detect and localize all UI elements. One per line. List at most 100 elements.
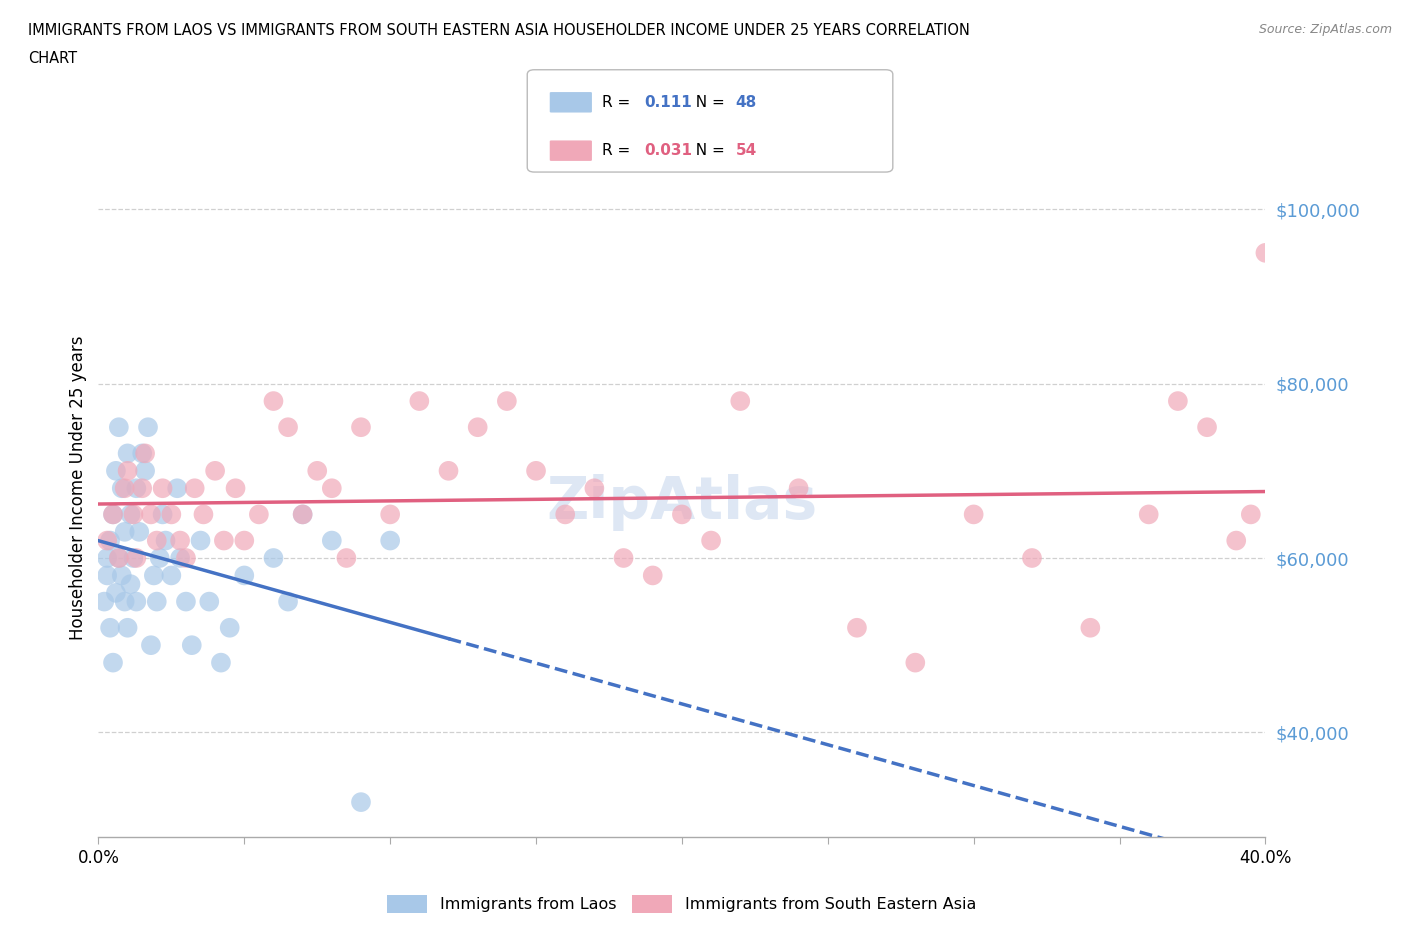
Point (524, 463, 547, 478)
Point (117, 620, 139, 635)
Point (114, 481, 136, 496)
Point (98, 533, 121, 548)
Point (96, 568, 118, 583)
Point (152, 507, 174, 522)
Point (350, 419, 373, 434)
Point (218, 620, 240, 635)
Point (193, 507, 215, 522)
Point (160, 507, 183, 522)
Point (1195, 419, 1218, 434)
Point (198, 594, 221, 609)
Point (212, 533, 235, 548)
Text: 48: 48 (735, 95, 756, 110)
Point (262, 393, 284, 408)
Point (904, 655, 927, 670)
Point (108, 551, 131, 565)
Point (146, 533, 169, 548)
Point (174, 551, 197, 565)
Point (204, 463, 226, 478)
Point (350, 794, 373, 809)
Point (101, 507, 124, 522)
Point (101, 655, 124, 670)
Point (146, 594, 169, 609)
Point (262, 551, 284, 565)
Point (101, 507, 124, 522)
Point (845, 620, 868, 635)
Point (93, 594, 115, 609)
Point (1080, 620, 1102, 635)
Text: CHART: CHART (28, 51, 77, 66)
Point (1240, 507, 1263, 522)
Point (98, 620, 121, 635)
Point (321, 481, 343, 496)
Point (104, 586, 127, 601)
Point (962, 507, 984, 522)
Point (291, 507, 314, 522)
Point (131, 445, 153, 460)
Point (1225, 533, 1247, 548)
Point (114, 594, 136, 609)
Point (1254, 246, 1277, 260)
Point (612, 551, 634, 565)
Point (166, 481, 188, 496)
Point (122, 551, 145, 565)
Point (190, 533, 212, 548)
Point (117, 463, 139, 478)
Point (307, 463, 329, 478)
Point (671, 507, 693, 522)
Point (169, 533, 191, 548)
Point (174, 594, 197, 609)
Point (583, 481, 606, 496)
Point (142, 568, 165, 583)
Point (233, 568, 256, 583)
Point (139, 638, 162, 653)
Text: N =: N = (686, 143, 730, 158)
Point (125, 551, 148, 565)
Point (335, 551, 357, 565)
Point (117, 445, 139, 460)
Text: ZipAtlas: ZipAtlas (547, 473, 817, 531)
Point (136, 419, 159, 434)
Point (183, 481, 205, 496)
Point (700, 533, 723, 548)
Point (437, 463, 460, 478)
Point (152, 481, 174, 496)
Point (247, 507, 270, 522)
Text: R =: R = (602, 95, 640, 110)
Point (1167, 393, 1189, 408)
Point (155, 533, 177, 548)
Text: Source: ZipAtlas.com: Source: ZipAtlas.com (1258, 23, 1392, 36)
Y-axis label: Householder Income Under 25 years: Householder Income Under 25 years (69, 336, 87, 641)
Point (277, 594, 299, 609)
Legend: Immigrants from Laos, Immigrants from South Eastern Asia: Immigrants from Laos, Immigrants from So… (381, 888, 983, 920)
Point (139, 507, 162, 522)
Point (111, 481, 134, 496)
Point (104, 463, 127, 478)
Text: IMMIGRANTS FROM LAOS VS IMMIGRANTS FROM SOUTH EASTERN ASIA HOUSEHOLDER INCOME UN: IMMIGRANTS FROM LAOS VS IMMIGRANTS FROM … (28, 23, 970, 38)
Text: 0.111: 0.111 (644, 95, 692, 110)
Point (125, 481, 148, 496)
Point (122, 507, 145, 522)
Point (131, 481, 153, 496)
Point (1137, 507, 1160, 522)
Point (160, 568, 183, 583)
Point (277, 419, 299, 434)
Point (554, 507, 576, 522)
Point (108, 551, 131, 565)
Point (787, 481, 810, 496)
Point (111, 568, 134, 583)
Point (114, 525, 136, 539)
Point (408, 393, 430, 408)
Point (291, 507, 314, 522)
Point (134, 463, 156, 478)
Point (233, 533, 256, 548)
Point (641, 568, 664, 583)
Point (125, 594, 148, 609)
Point (120, 507, 142, 522)
Text: N =: N = (686, 95, 730, 110)
Point (120, 577, 142, 591)
Point (134, 445, 156, 460)
Point (1021, 551, 1043, 565)
Point (321, 533, 343, 548)
Point (149, 551, 172, 565)
